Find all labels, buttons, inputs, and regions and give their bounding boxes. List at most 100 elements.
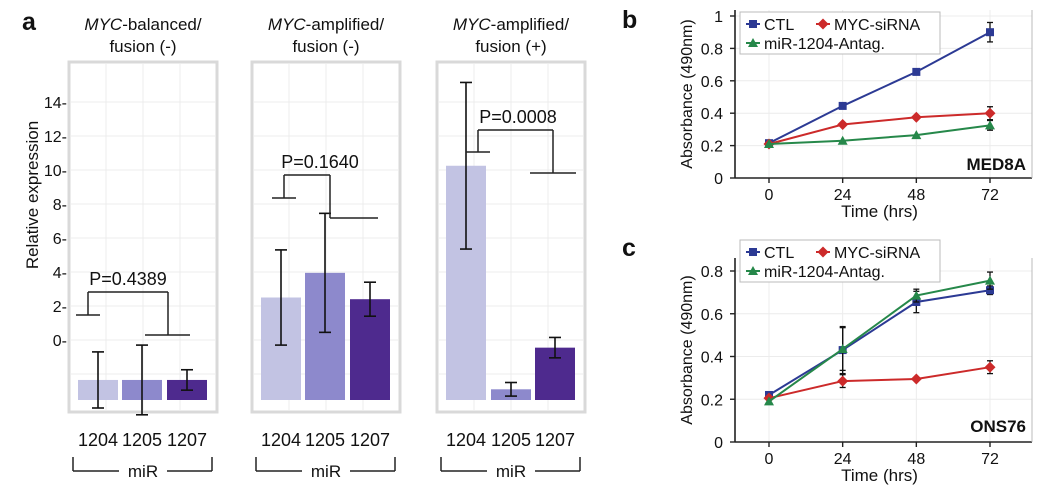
panel-title-italic: MYC <box>453 15 492 34</box>
panel-title-italic: MYC <box>268 15 307 34</box>
y-tick-label: 6- <box>53 231 67 248</box>
x-category-label: 1205 <box>491 430 531 450</box>
data-point <box>910 373 922 385</box>
series-CTL <box>765 285 994 399</box>
data-point <box>837 375 849 387</box>
panel-title-rest: -balanced/ <box>122 15 202 34</box>
y-axis-label: Absorbance (490nm) <box>679 19 696 168</box>
legend-label: miR-1204-Antag. <box>764 36 885 53</box>
x-category-label: 1204 <box>261 430 301 450</box>
panel-title-rest: -amplified/ <box>306 15 385 34</box>
y-tick-label: 12- <box>44 129 67 146</box>
x-tick-label: 48 <box>907 187 925 204</box>
significance-bracket-1: P=0.4389 <box>76 269 190 336</box>
x-category-label: 1207 <box>535 430 575 450</box>
significance-bracket-2: P=0.1640 <box>272 152 378 219</box>
x-category-label: 1204 <box>446 430 486 450</box>
x-tick-label: 0 <box>765 451 774 468</box>
legend-marker <box>749 248 757 256</box>
y-tick-label: 0.2 <box>701 392 723 409</box>
data-point <box>911 130 922 140</box>
panel-title-line2: fusion (-) <box>109 37 176 56</box>
panel-title-line1: MYC-balanced/ <box>84 15 201 34</box>
line-chart-c: c 0.8 0.6 0.4 0.2 0 0 24 48 72 Time (hrs) Absorbanc… <box>622 234 1033 485</box>
x-axis-label: Time (hrs) <box>841 466 918 485</box>
series-line <box>768 31 991 145</box>
y-tick-label: 0 <box>714 435 723 452</box>
legend-label: miR-1204-Antag. <box>764 264 885 281</box>
y-tick-label: 0.6 <box>701 307 723 324</box>
x-category-label: 1207 <box>167 430 207 450</box>
data-point <box>912 67 921 76</box>
x-axis-label-mir: miR <box>311 462 341 481</box>
bar-panel-1: MYC-balanced/fusion (-) 1204 1205 1207 miR <box>67 15 219 481</box>
y-tick-label: 2- <box>53 299 67 316</box>
legend-box <box>739 11 941 55</box>
panel-title-line2: fusion (-) <box>292 37 359 56</box>
y-tick-label: 0.2 <box>701 139 723 156</box>
x-category-label: 1205 <box>122 430 162 450</box>
series-miR-1204-Antag. <box>764 119 995 148</box>
legend-marker <box>748 38 758 47</box>
x-tick-label: 72 <box>981 187 999 204</box>
bar-panel-2: MYC-amplified/fusion (-) 1204 1205 1207 miR <box>250 15 402 481</box>
legend-marker <box>748 266 758 275</box>
data-point <box>838 101 847 110</box>
significance-bracket-3: P=0.0008 <box>466 107 576 174</box>
y-tick-label: 0.6 <box>701 74 723 91</box>
y-tick-label: 4- <box>53 265 67 282</box>
x-axis-label-mir: miR <box>496 462 526 481</box>
data-point <box>986 28 994 37</box>
data-point <box>764 138 774 148</box>
x-tick-label: 72 <box>981 451 999 468</box>
p-value-label: P=0.4389 <box>89 269 167 289</box>
y-tick-label: 0.4 <box>701 350 723 367</box>
y-axis-label: Absorbance (490nm) <box>679 275 696 424</box>
series-line <box>768 112 991 145</box>
x-axis-label-mir: miR <box>128 462 158 481</box>
y-tick-label: 0.8 <box>701 264 723 281</box>
y-tick-label: 0.4 <box>701 106 723 123</box>
data-point <box>986 286 994 295</box>
x-tick-label: 48 <box>907 451 925 468</box>
legend-marker <box>817 246 829 258</box>
data-point <box>837 344 848 354</box>
panel-title-line2: fusion (+) <box>475 37 546 56</box>
series-line <box>768 289 991 396</box>
x-category-label: 1205 <box>305 430 345 450</box>
data-point <box>837 119 849 131</box>
x-tick-label: 24 <box>834 187 852 204</box>
series-MYC-siRNA <box>763 360 996 404</box>
series-MYC-siRNA <box>763 106 996 150</box>
x-category-label: 1204 <box>78 430 118 450</box>
p-value-label: P=0.0008 <box>479 107 557 127</box>
x-tick-label: 24 <box>834 451 852 468</box>
data-point <box>984 361 996 373</box>
panel-title-line1: MYC-amplified/ <box>268 15 384 34</box>
series-miR-1204-Antag. <box>764 271 995 406</box>
legend: CTL MYC-siRNA miR-1204-Antag. <box>739 11 941 55</box>
panel-letter-a: a <box>22 8 37 36</box>
data-point <box>911 290 922 300</box>
legend-marker <box>749 20 757 28</box>
y-tick-label: 0.8 <box>701 41 723 58</box>
x-axis-label: Time (hrs) <box>841 202 918 221</box>
y-tick-label: 8- <box>53 197 67 214</box>
data-point <box>764 396 774 406</box>
series-line <box>768 366 991 400</box>
y-tick-label: 0- <box>53 333 67 350</box>
y-tick-label: 1 <box>714 9 723 26</box>
panel-letter-c: c <box>622 234 636 262</box>
data-point <box>985 120 995 130</box>
cell-line-label: ONS76 <box>970 417 1026 436</box>
legend-marker <box>817 18 829 30</box>
legend-box <box>739 239 941 283</box>
data-point <box>910 111 922 123</box>
legend-label: CTL <box>764 245 794 262</box>
bar-panel-3: MYC-amplified/fusion (+) 1204 1205 1207 miR <box>435 15 587 481</box>
legend: CTL MYC-siRNA miR-1204-Antag. <box>739 239 941 283</box>
data-point <box>984 107 996 119</box>
legend-label: MYC-siRNA <box>834 245 921 262</box>
series-line <box>768 279 991 403</box>
